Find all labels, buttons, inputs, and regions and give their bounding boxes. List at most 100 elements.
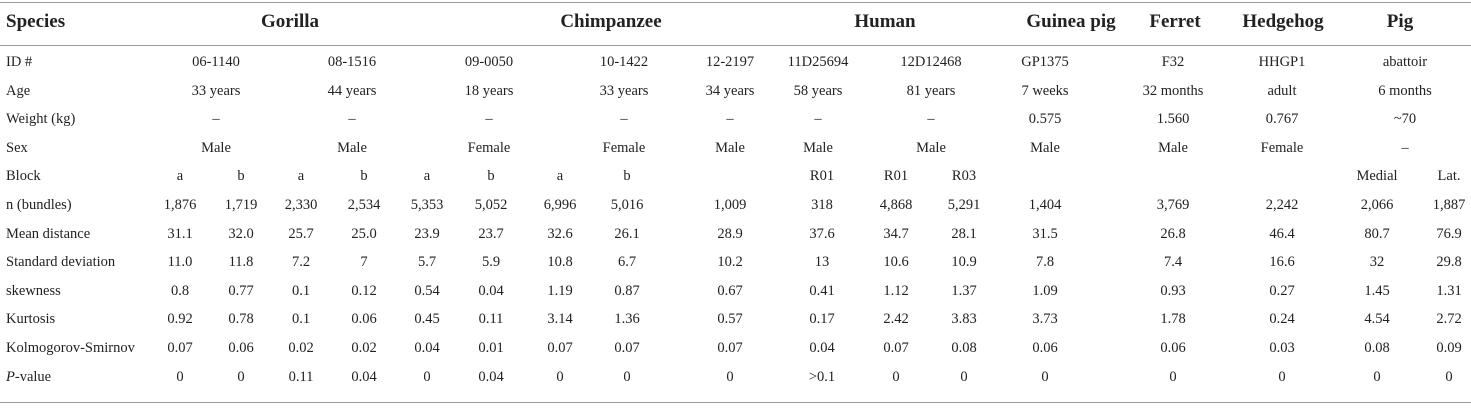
table-cell: 0.1 bbox=[291, 311, 311, 327]
table-cell: 11.0 bbox=[167, 254, 193, 270]
table-cell: 0.24 bbox=[1269, 311, 1295, 327]
table-cell: 5.7 bbox=[417, 254, 437, 270]
table-cell: Male bbox=[337, 140, 367, 156]
table-cell: 7.4 bbox=[1163, 254, 1183, 270]
table-cell: 09-0050 bbox=[464, 54, 514, 70]
table-cell: 44 years bbox=[327, 83, 377, 99]
table-cell: 31.1 bbox=[167, 226, 193, 242]
table-cell: 0.04 bbox=[478, 283, 504, 299]
table-cell: Male bbox=[715, 140, 745, 156]
table-cell: 0 bbox=[726, 369, 734, 385]
row-label: Age bbox=[6, 83, 31, 99]
table-cell: – bbox=[1401, 140, 1409, 156]
table-cell: 7 bbox=[360, 254, 368, 270]
table-cell: 33 years bbox=[599, 83, 649, 99]
column-header: Chimpanzee bbox=[560, 11, 662, 32]
row-label: Kolmogorov-Smirnov bbox=[6, 340, 135, 356]
table-cell: 1.31 bbox=[1436, 283, 1462, 299]
table-cell: 12-2197 bbox=[705, 54, 755, 70]
table-cell: 0.07 bbox=[883, 340, 909, 356]
table-cell: – bbox=[212, 111, 220, 127]
table-cell: 10.2 bbox=[717, 254, 743, 270]
table-cell: 1.78 bbox=[1160, 311, 1186, 327]
table-cell: HHGP1 bbox=[1258, 54, 1306, 70]
table-cell: 80.7 bbox=[1364, 226, 1390, 242]
table-cell: a bbox=[556, 168, 564, 184]
table-cell: Male bbox=[1158, 140, 1188, 156]
table-cell: 0 bbox=[423, 369, 431, 385]
table-cell: 1,719 bbox=[224, 197, 258, 213]
column-header: Gorilla bbox=[260, 11, 320, 32]
table-cell: 0.06 bbox=[228, 340, 254, 356]
table-cell: Female bbox=[602, 140, 646, 156]
table-cell: 0.93 bbox=[1160, 283, 1186, 299]
table-cell: 1,404 bbox=[1028, 197, 1062, 213]
table-cell: – bbox=[348, 111, 356, 127]
table-cell: 0 bbox=[892, 369, 900, 385]
table-cell: 7.2 bbox=[291, 254, 311, 270]
table-cell: 0.11 bbox=[478, 311, 504, 327]
table-cell: 0.1 bbox=[291, 283, 311, 299]
row-label: Mean distance bbox=[6, 226, 91, 242]
table-cell: R03 bbox=[951, 168, 977, 184]
table-cell: 12D12468 bbox=[900, 54, 962, 70]
table-cell: 0 bbox=[1373, 369, 1381, 385]
table-cell: 0 bbox=[556, 369, 564, 385]
table-cell: 2,242 bbox=[1265, 197, 1299, 213]
header-rule bbox=[0, 45, 1471, 46]
row-label: Weight (kg) bbox=[6, 111, 76, 127]
table-cell: 46.4 bbox=[1269, 226, 1295, 242]
table-cell: – bbox=[726, 111, 734, 127]
table-cell: 0.67 bbox=[717, 283, 743, 299]
table-cell: 23.7 bbox=[478, 226, 504, 242]
table-cell: 0.06 bbox=[351, 311, 377, 327]
column-header: Species bbox=[6, 11, 66, 32]
table-cell: 1.19 bbox=[547, 283, 573, 299]
table-cell: 1.36 bbox=[614, 311, 640, 327]
table-cell: – bbox=[814, 111, 822, 127]
table-cell: 1.12 bbox=[883, 283, 909, 299]
table-cell: 2,534 bbox=[347, 197, 381, 213]
table-cell: 0.92 bbox=[167, 311, 193, 327]
table-cell: 28.9 bbox=[717, 226, 743, 242]
table-cell: 58 years bbox=[793, 83, 843, 99]
table-cell: 29.8 bbox=[1436, 254, 1462, 270]
table-cell: 2.42 bbox=[883, 311, 909, 327]
row-label: skewness bbox=[6, 283, 61, 299]
table-cell: 31.5 bbox=[1032, 226, 1058, 242]
row-label: Kurtosis bbox=[6, 311, 56, 327]
table-cell: Female bbox=[1260, 140, 1304, 156]
table-cell: 3.73 bbox=[1032, 311, 1058, 327]
table-cell: 0 bbox=[1041, 369, 1049, 385]
table-cell: b bbox=[237, 168, 245, 184]
table-cell: 0.02 bbox=[288, 340, 314, 356]
table-cell: F32 bbox=[1161, 54, 1185, 70]
table-cell: R01 bbox=[883, 168, 909, 184]
row-label: Standard deviation bbox=[6, 254, 116, 270]
table-cell: 26.1 bbox=[614, 226, 640, 242]
table-cell: – bbox=[927, 111, 935, 127]
table-cell: 08-1516 bbox=[327, 54, 377, 70]
table-cell: 5,016 bbox=[610, 197, 644, 213]
table-cell: 0.41 bbox=[809, 283, 835, 299]
table-cell: Male bbox=[916, 140, 946, 156]
table-cell: GP1375 bbox=[1021, 54, 1069, 70]
table-cell: 32 bbox=[1369, 254, 1385, 270]
table-cell: 0.06 bbox=[1032, 340, 1058, 356]
table-cell: 0.8 bbox=[170, 283, 190, 299]
table-cell: 3.83 bbox=[951, 311, 977, 327]
table-cell: b bbox=[623, 168, 631, 184]
table-cell: 2,066 bbox=[1360, 197, 1394, 213]
table-cell: 26.8 bbox=[1160, 226, 1186, 242]
table-cell: 0.04 bbox=[351, 369, 377, 385]
table-cell: 0 bbox=[1169, 369, 1177, 385]
table-cell: 25.7 bbox=[288, 226, 314, 242]
table-cell: 0.12 bbox=[351, 283, 377, 299]
table-cell: – bbox=[485, 111, 493, 127]
table-cell: 0.04 bbox=[414, 340, 440, 356]
table-cell: 0.07 bbox=[167, 340, 193, 356]
table-cell: 16.6 bbox=[1269, 254, 1295, 270]
table-cell: Male bbox=[803, 140, 833, 156]
table-cell: 2,330 bbox=[284, 197, 318, 213]
table-cell: 1,876 bbox=[163, 197, 197, 213]
